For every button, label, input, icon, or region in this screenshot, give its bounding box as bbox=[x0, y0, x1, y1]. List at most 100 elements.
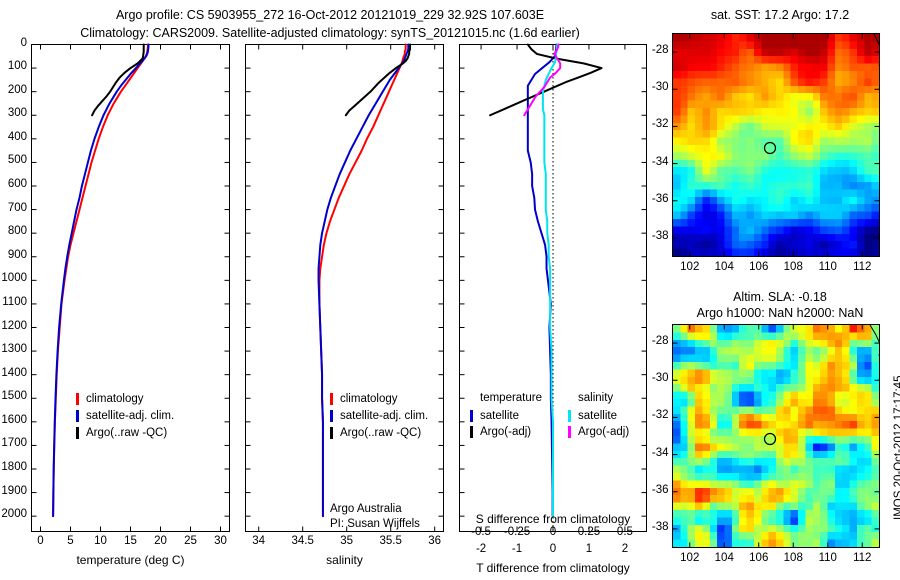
credit-organisation: Argo Australia bbox=[330, 503, 402, 515]
depth-tick-label: 1600 bbox=[1, 413, 27, 426]
axis-tick-label: -0.25 bbox=[503, 526, 531, 538]
series-satellite-adj-clim- bbox=[52, 43, 150, 518]
difference-legend-salinity-group: salinity satellite Argo(-adj) bbox=[568, 392, 629, 440]
salinity-axis-label: salinity bbox=[326, 553, 363, 567]
legend-label-argo: Argo(..raw -QC) bbox=[340, 426, 422, 439]
axis-tick-label: 34.5 bbox=[291, 535, 314, 547]
axis-tick-label: 0 bbox=[549, 526, 557, 538]
map-longitude-tick: 108 bbox=[783, 551, 803, 564]
depth-tick-label: 900 bbox=[7, 248, 27, 261]
axis-tick-label: 0.25 bbox=[577, 526, 601, 538]
depth-tick-label: 1800 bbox=[1, 461, 27, 473]
depth-tick-label: 2000 bbox=[1, 508, 27, 521]
depth-tick-label: 100 bbox=[7, 60, 27, 73]
depth-tick-label: 1200 bbox=[1, 319, 27, 332]
depth-tick-label: 1300 bbox=[1, 343, 27, 356]
legend-label-salinity-argo: Argo(-adj) bbox=[578, 426, 630, 438]
axis-tick-label: 0 bbox=[37, 535, 44, 547]
salinity-panel bbox=[245, 43, 444, 532]
legend-header-salinity: salinity bbox=[578, 392, 614, 404]
series-temperature-argo-adj- bbox=[489, 43, 603, 117]
legend-swatch-temperature-argo bbox=[470, 426, 473, 438]
legend-label-temperature-satellite: satellite bbox=[480, 410, 519, 422]
map-longitude-tick: 112 bbox=[853, 551, 872, 564]
difference-legend: temperature satellite Argo(-adj) salinit… bbox=[470, 392, 629, 440]
temperature-axis-label: temperature (deg C) bbox=[76, 553, 185, 567]
map-longitude-tick: 102 bbox=[680, 260, 700, 273]
t-difference-axis-label: T difference from climatology bbox=[476, 561, 630, 575]
series-satellite-adj-clim- bbox=[317, 43, 410, 518]
axis-tick-label: 10 bbox=[94, 535, 107, 547]
legend-label-satellite-adj: satellite-adj. clim. bbox=[86, 409, 175, 422]
credit-pi: PI: Susan Wijffels bbox=[330, 518, 420, 530]
series-climatology bbox=[52, 43, 149, 518]
s-difference-axis-label: S difference from climatology bbox=[475, 512, 631, 526]
map-latitude-tick: -28 bbox=[651, 44, 669, 57]
axis-tick-label: 35 bbox=[340, 535, 354, 547]
depth-tick-label: 1700 bbox=[1, 437, 27, 450]
map-latitude-tick: -38 bbox=[651, 229, 669, 242]
series-argo-raw-qc- bbox=[91, 43, 145, 117]
map-latitude-tick: -32 bbox=[651, 409, 669, 422]
figure-title-line1: Argo profile: CS 5903955_272 16-Oct-2012… bbox=[115, 8, 545, 22]
axis-tick-label: 35.5 bbox=[379, 535, 402, 547]
legend-header-temperature: temperature bbox=[480, 392, 543, 404]
series-argo-raw-qc- bbox=[344, 43, 412, 117]
legend-label-satellite-adj: satellite-adj. clim. bbox=[340, 409, 429, 422]
legend-swatch-satellite-adj bbox=[76, 409, 79, 422]
difference-panel bbox=[459, 43, 647, 532]
map-longitude-tick: 104 bbox=[714, 551, 734, 564]
axis-tick-label: 0.5 bbox=[616, 526, 633, 538]
map-latitude-tick: -34 bbox=[651, 446, 669, 459]
map-longitude-tick: 110 bbox=[818, 260, 837, 273]
depth-tick-label: 500 bbox=[7, 154, 27, 167]
legend-swatch-argo bbox=[330, 426, 333, 439]
axis-tick-label: -0.5 bbox=[471, 526, 491, 538]
sla-float-marker bbox=[763, 432, 777, 446]
legend-swatch-salinity-argo bbox=[568, 426, 572, 438]
legend-label-salinity-satellite: satellite bbox=[578, 410, 618, 422]
series-climatology bbox=[318, 43, 407, 518]
legend-label-climatology: climatology bbox=[340, 392, 398, 405]
salinity-legend: climatology satellite-adj. clim. Argo(..… bbox=[330, 390, 428, 441]
map-latitude-tick: -36 bbox=[651, 483, 669, 496]
legend-swatch-temperature-satellite bbox=[470, 410, 473, 422]
depth-tick-label: 200 bbox=[7, 83, 27, 96]
map-latitude-tick: -28 bbox=[651, 335, 669, 348]
axis-tick-label: 2 bbox=[621, 543, 629, 555]
series-salinity-argo-adj- bbox=[523, 43, 562, 117]
depth-tick-label: 0 bbox=[20, 36, 27, 49]
depth-tick-label: 400 bbox=[7, 130, 27, 143]
depth-tick-label: 1900 bbox=[1, 484, 27, 497]
map-latitude-tick: -34 bbox=[651, 155, 669, 168]
map-latitude-tick: -30 bbox=[651, 81, 669, 94]
axis-tick-label: 30 bbox=[214, 535, 227, 547]
axis-tick-label: 0 bbox=[549, 543, 557, 555]
map-latitude-tick: -38 bbox=[651, 520, 669, 533]
depth-tick-label: 1500 bbox=[1, 390, 27, 403]
imos-timestamp: IMOS 20-Oct-2012 17:17:45 bbox=[893, 375, 900, 520]
difference-legend-temperature-group: temperature satellite Argo(-adj) bbox=[470, 392, 542, 440]
axis-tick-label: 1 bbox=[585, 543, 593, 555]
legend-swatch-salinity-satellite bbox=[568, 410, 572, 422]
sst-map bbox=[672, 33, 880, 257]
map-longitude-tick: 110 bbox=[818, 551, 837, 564]
axis-tick-label: 34 bbox=[252, 535, 266, 547]
depth-tick-label: 1100 bbox=[2, 295, 27, 308]
map-longitude-tick: 112 bbox=[853, 260, 872, 273]
axis-tick-label: -2 bbox=[475, 543, 487, 555]
map-latitude-tick: -36 bbox=[651, 192, 669, 205]
map-latitude-tick: -30 bbox=[651, 372, 669, 385]
series-salinity-satellite bbox=[541, 43, 559, 518]
depth-tick-label: 800 bbox=[7, 225, 27, 238]
map-latitude-tick: -32 bbox=[651, 118, 669, 131]
depth-tick-label: 1000 bbox=[1, 272, 27, 285]
sla-map-title-line2: Argo h1000: NaN h2000: NaN bbox=[696, 306, 864, 320]
map-longitude-tick: 108 bbox=[783, 260, 803, 273]
legend-label-argo: Argo(..raw -QC) bbox=[86, 426, 168, 439]
axis-tick-label: 25 bbox=[184, 535, 197, 547]
axis-tick-label: 36 bbox=[428, 535, 442, 547]
map-longitude-tick: 104 bbox=[714, 260, 734, 273]
figure-title-line2: Climatology: CARS2009. Satellite-adjuste… bbox=[80, 26, 580, 40]
